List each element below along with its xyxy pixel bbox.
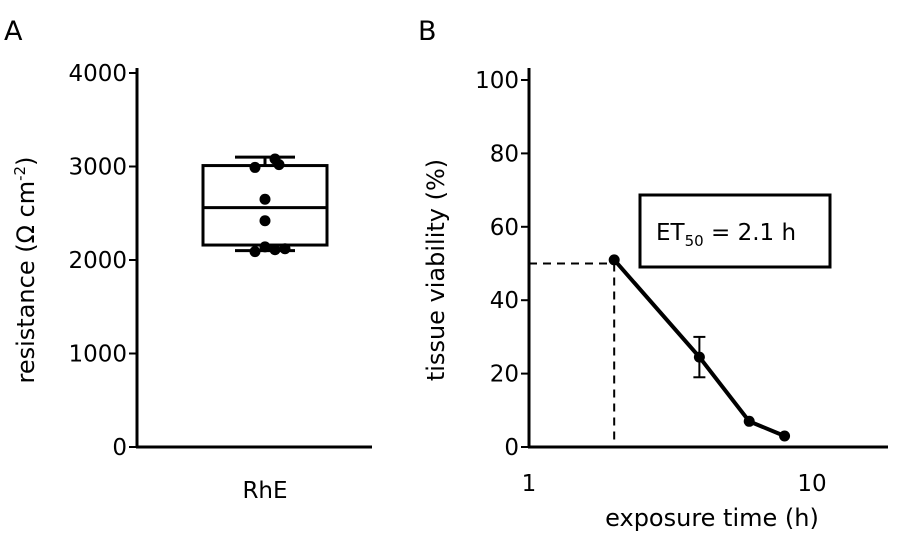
panel-b-y-tick-label: 80 (490, 141, 519, 167)
panel-b-letter: B (418, 16, 437, 47)
panel-b-y-tick-label: 60 (490, 215, 519, 241)
panel-b-data-point (608, 254, 620, 266)
panel-b-data-point (779, 430, 791, 442)
panel-a-points (249, 153, 291, 258)
panel-b-data-point (693, 351, 705, 363)
panel-b-reference-lines (529, 262, 616, 447)
panel-b-series-line (612, 258, 786, 438)
panel-a-data-point (279, 243, 291, 255)
panel-b-x-axis-title: exposure time (h) (605, 504, 819, 532)
panel-a-box (201, 164, 329, 247)
panel-b-y-axis-title: tissue viability (%) (422, 159, 450, 381)
panel-a-data-point (259, 215, 271, 227)
panel-a-data-point (259, 241, 271, 253)
panel-b-annotation-box (638, 193, 832, 269)
panel-b-x-tick-label: 10 (797, 471, 826, 497)
panel-b-y-tick-label: 100 (475, 68, 519, 94)
panel-b-x-tick-label: 1 (522, 471, 537, 497)
panel-b-y-tick-label: 40 (490, 288, 519, 314)
panel-a-y-axis-title: resistance (Ω cm-2) (11, 157, 40, 384)
panel-b-x-ticks: 1 10 (522, 471, 827, 497)
panel-b-data-point (743, 415, 755, 427)
panel-b-y-ticks: 0 20 40 60 80 100 (475, 68, 529, 461)
panel-a-y-tick-label: 2000 (68, 248, 127, 274)
panel-a-data-point (249, 161, 261, 173)
panel-b-y-tick-label: 0 (504, 435, 519, 461)
panel-b-annotation: ET50 = 2.1 h (656, 220, 796, 250)
panel-a-letter: A (4, 16, 23, 47)
panel-b-series (608, 254, 791, 442)
panel-a-category-label: RhE (242, 478, 287, 504)
panel-a-y-tick-label: 4000 (68, 61, 127, 87)
panel-a-data-point (259, 193, 271, 205)
panel-a-data-point (269, 244, 281, 256)
panel-a-data-point (249, 246, 261, 258)
panel-a-y-tick-label: 0 (112, 435, 127, 461)
panel-a-data-point (269, 153, 281, 165)
panel-a-y-tick-label: 3000 (68, 155, 127, 181)
panel-b-y-tick-label: 20 (490, 362, 519, 388)
panel-a-y-tick-label: 1000 (68, 342, 127, 368)
panel-a-y-ticks: 0 1000 2000 3000 4000 (68, 61, 137, 461)
